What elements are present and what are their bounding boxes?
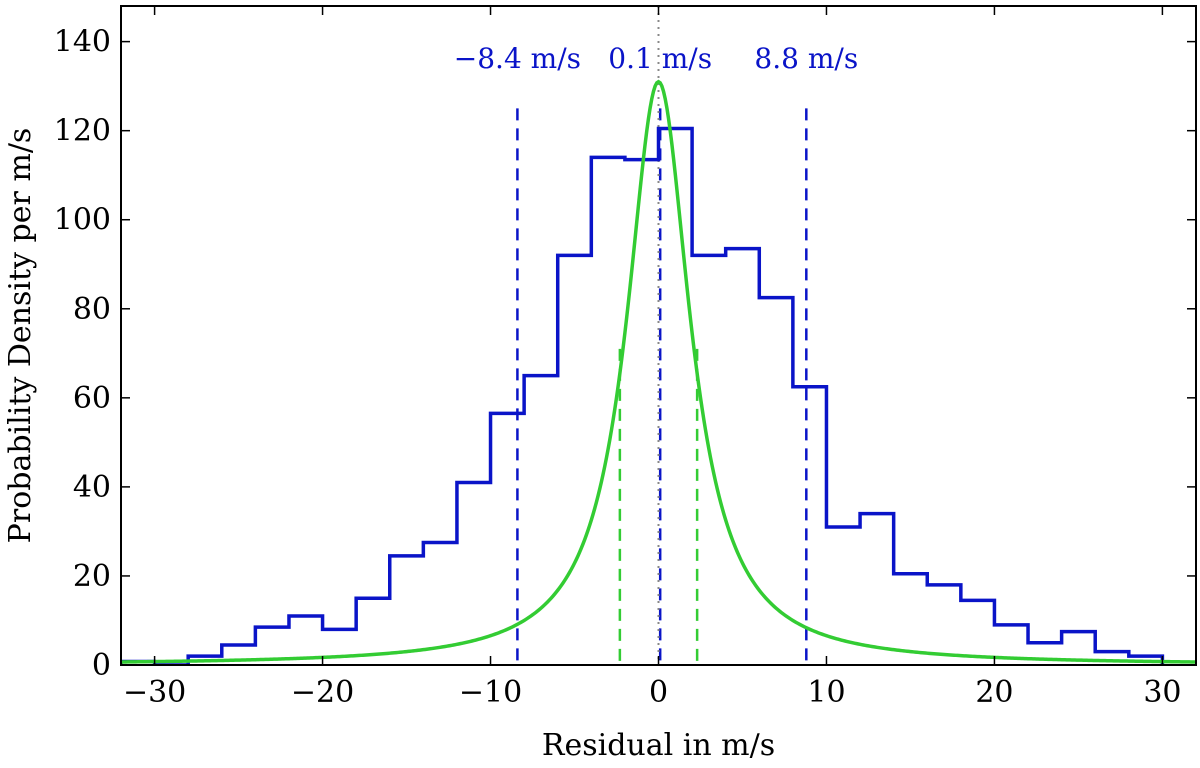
annotation-2: 8.8 m/s [754,42,858,75]
y-tick-label: 40 [73,470,111,505]
y-tick-label: 20 [73,559,111,594]
x-tick-label: −10 [459,675,522,710]
plot-marks [121,6,1196,665]
y-axis-label: Probability Density per m/s [3,128,38,544]
y-tick-label: 120 [54,114,111,149]
plot-frame [120,5,1197,666]
y-tick-label: 60 [73,381,111,416]
x-axis-label: Residual in m/s [542,728,775,763]
x-tick-label: 30 [1143,675,1181,710]
fit-curve [121,79,1196,664]
x-tick-label: −20 [291,675,354,710]
x-tick-label: 0 [649,675,668,710]
y-tick-label: 0 [92,648,111,683]
y-tick-label: 100 [54,203,111,238]
annotation-1: 0.1 m/s [608,42,712,75]
y-tick-label: 80 [73,292,111,327]
histogram-outline [121,126,1165,665]
x-tick-label: 20 [975,675,1013,710]
x-tick-label: 10 [807,675,845,710]
annotation-0: −8.4 m/s [454,42,581,75]
tick-labels: −30 −20 −10 0 10 20 30 0 20 40 60 80 100 120 140 −8.4 m… [54,25,1182,710]
y-tick-label: 140 [54,25,111,60]
x-tick-label: −30 [123,675,186,710]
